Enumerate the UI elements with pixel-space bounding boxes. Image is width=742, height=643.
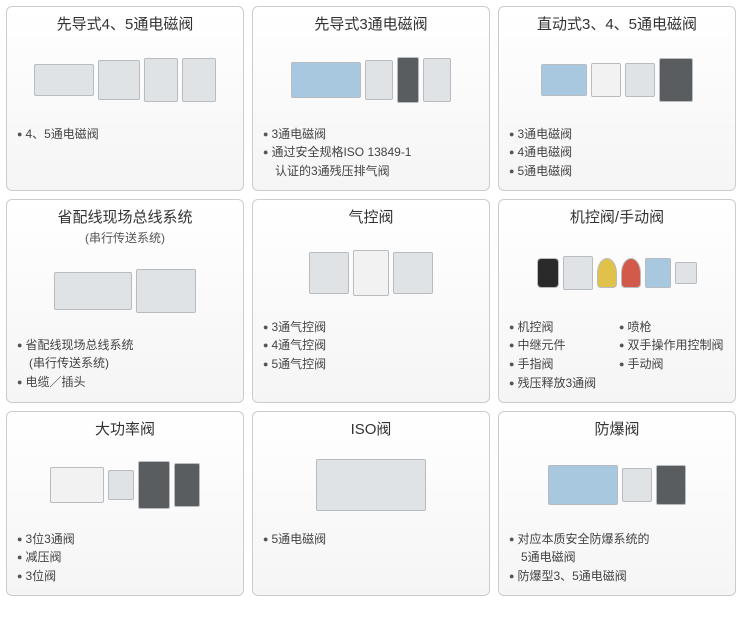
card-bullets: 3通电磁阀 通过安全规格ISO 13849-1 认证的3通残压排气阀 [263,125,479,181]
bullet-item: 认证的3通残压排气阀 [263,162,479,181]
card-subtitle: (串行传送系统) [17,229,233,246]
bullet-item: 省配线现场总线系统 [17,336,233,355]
bullet-item: 3通电磁阀 [263,125,479,144]
bullet-item: 5通电磁阀 [509,548,725,567]
category-card[interactable]: 先导式3通电磁阀 3通电磁阀 通过安全规格ISO 13849-1 认证的3通残压… [252,6,490,191]
card-title: 先导式3通电磁阀 [263,15,479,35]
bullet-item: 4、5通电磁阀 [17,125,233,144]
card-bullets: 3通电磁阀 4通电磁阀 5通电磁阀 [509,125,725,181]
card-title: 直动式3、4、5通电磁阀 [509,15,725,35]
card-title: 防爆阀 [509,420,725,440]
card-title: ISO阀 [263,420,479,440]
card-title: 省配线现场总线系统 [17,208,233,228]
bullet-item: 手动阀 [619,355,725,374]
card-bullets: 5通电磁阀 [263,530,479,549]
bullet-item: 3通气控阀 [263,318,479,337]
card-bullets: 机控阀 喷枪 中继元件 双手操作用控制阀 手指阀 手动阀 残压释放3通阀 [509,318,725,392]
bullet-item: 减压阀 [17,548,233,567]
bullet-item: (串行传送系统) [17,354,233,373]
product-image [17,41,233,119]
bullet-item: 中继元件 [509,336,615,355]
product-image [263,234,479,312]
card-title: 气控阀 [263,208,479,228]
product-image [509,41,725,119]
bullet-item: 喷枪 [619,318,725,337]
bullet-item: 5通电磁阀 [263,530,479,549]
bullet-item: 机控阀 [509,318,615,337]
category-card[interactable]: 机控阀/手动阀 机控阀 喷枪 中继元件 双手操作用控制阀 手指阀 手动阀 残压释… [498,199,736,403]
card-title: 大功率阀 [17,420,233,440]
category-card[interactable]: ISO阀 5通电磁阀 [252,411,490,596]
category-card[interactable]: 先导式4、5通电磁阀 4、5通电磁阀 [6,6,244,191]
bullet-item: 残压释放3通阀 [509,374,725,393]
product-image [509,446,725,524]
bullet-item: 手指阀 [509,355,615,374]
product-category-grid: 先导式4、5通电磁阀 4、5通电磁阀 先导式3通电磁阀 3通电磁阀 通过安全规格… [6,6,736,596]
bullet-item: 3位3通阀 [17,530,233,549]
category-card[interactable]: 省配线现场总线系统 (串行传送系统) 省配线现场总线系统 (串行传送系统) 电缆… [6,199,244,403]
category-card[interactable]: 气控阀 3通气控阀 4通气控阀 5通气控阀 [252,199,490,403]
category-card[interactable]: 直动式3、4、5通电磁阀 3通电磁阀 4通电磁阀 5通电磁阀 [498,6,736,191]
card-bullets: 省配线现场总线系统 (串行传送系统) 电缆／插头 [17,336,233,392]
bullet-item: 3位阀 [17,567,233,586]
card-bullets: 对应本质安全防爆系统的 5通电磁阀 防爆型3、5通电磁阀 [509,530,725,586]
bullet-item: 5通气控阀 [263,355,479,374]
bullet-item: 4通气控阀 [263,336,479,355]
category-card[interactable]: 防爆阀 对应本质安全防爆系统的 5通电磁阀 防爆型3、5通电磁阀 [498,411,736,596]
product-image [509,234,725,312]
card-title: 先导式4、5通电磁阀 [17,15,233,35]
card-bullets: 3位3通阀 减压阀 3位阀 [17,530,233,586]
bullet-item: 双手操作用控制阀 [619,336,725,355]
card-title: 机控阀/手动阀 [509,208,725,228]
bullet-item: 电缆／插头 [17,373,233,392]
card-bullets: 3通气控阀 4通气控阀 5通气控阀 [263,318,479,374]
product-image [17,446,233,524]
product-image [17,252,233,330]
product-image [263,446,479,524]
category-card[interactable]: 大功率阀 3位3通阀 减压阀 3位阀 [6,411,244,596]
bullet-item: 3通电磁阀 [509,125,725,144]
bullet-item: 4通电磁阀 [509,143,725,162]
bullet-item: 通过安全规格ISO 13849-1 [263,143,479,162]
bullet-item: 对应本质安全防爆系统的 [509,530,725,549]
bullet-item: 防爆型3、5通电磁阀 [509,567,725,586]
card-bullets: 4、5通电磁阀 [17,125,233,144]
product-image [263,41,479,119]
bullet-item: 5通电磁阀 [509,162,725,181]
